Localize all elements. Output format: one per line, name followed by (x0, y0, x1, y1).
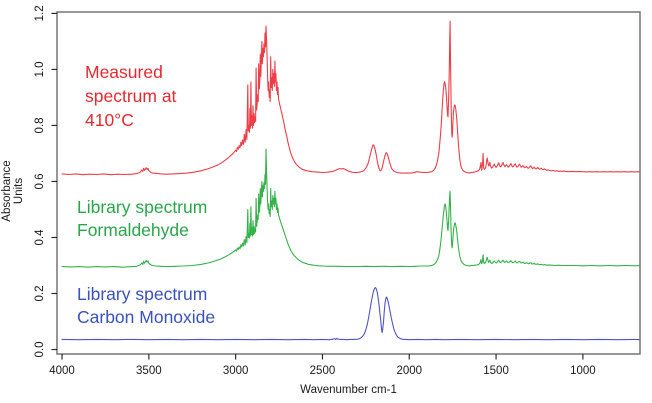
annotation-co-line-2: Carbon Monoxide (77, 307, 216, 327)
annotation-measured-spectrum: Measured spectrum at 410°C (85, 60, 176, 132)
y-tick-label: 1.2 (34, 5, 46, 21)
x-tick-label: 1500 (483, 365, 509, 377)
annotation-co-line-1: Library spectrum (77, 284, 208, 304)
annotation-library-formaldehyde: Library spectrum Formaldehyde (77, 196, 207, 242)
x-tick-label: 2500 (310, 365, 336, 377)
x-tick-label: 3500 (136, 365, 162, 377)
annotation-formaldehyde-line-1: Library spectrum (77, 197, 208, 217)
y-tick-label: 0.2 (34, 285, 46, 301)
x-axis-title: Wavenumber cm-1 (300, 384, 397, 396)
y-tick-label: 0.0 (34, 342, 46, 358)
x-tick-label: 1000 (570, 365, 596, 377)
x-tick-label: 3000 (223, 365, 249, 377)
y-tick-label: 0.4 (34, 229, 46, 246)
y-tick-label: 1.0 (34, 61, 46, 77)
series-line-2 (61, 148, 641, 268)
annotation-library-carbon-monoxide: Library spectrum Carbon Monoxide (77, 283, 215, 329)
plot-box (56, 11, 641, 355)
annotation-formaldehyde-line-2: Formaldehyde (77, 220, 189, 240)
y-axis-title: Absorbance Units (1, 160, 25, 222)
annotation-measured-line-3: 410°C (85, 110, 134, 130)
x-tick-label: 2000 (396, 365, 422, 377)
annotation-measured-line-2: spectrum at (85, 86, 177, 106)
series-line-1 (61, 20, 641, 176)
y-tick-label: 0.6 (34, 173, 46, 189)
y-tick-label: 0.8 (34, 117, 46, 133)
series-line-3 (61, 287, 641, 341)
x-tick-label: 4000 (49, 365, 75, 377)
annotation-measured-line-1: Measured (85, 62, 163, 82)
